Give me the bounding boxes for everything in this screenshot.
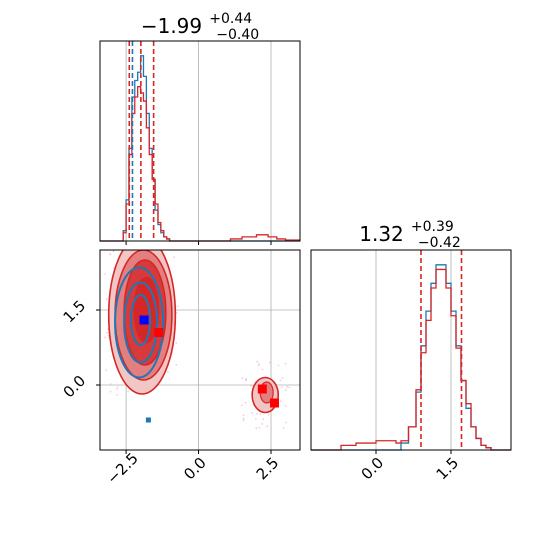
blue-contour-0 <box>114 266 165 379</box>
hist1-quantile-lines <box>128 41 155 241</box>
scatter-point <box>282 427 285 429</box>
hist-series-1 <box>100 86 300 242</box>
scatter-point <box>277 364 280 367</box>
contour-frame <box>99 249 301 451</box>
scatter-point <box>109 383 112 385</box>
scatter-point <box>285 421 287 424</box>
scatter-point <box>280 400 282 403</box>
scatter-point <box>127 390 129 393</box>
hist1-title-main: −1.99 <box>141 14 202 38</box>
hist2-background <box>311 250 511 450</box>
contour-blue-levels <box>114 266 165 379</box>
scatter-point <box>258 426 261 429</box>
hist1-ticks <box>125 241 272 245</box>
scatter-point <box>107 335 110 337</box>
hist1-frame <box>99 40 301 242</box>
scatter-point <box>241 377 244 379</box>
contour-points <box>139 315 279 423</box>
hist2-ticks: 0.0 1.5 <box>358 450 463 484</box>
scatter-point <box>109 246 111 248</box>
scatter-point <box>256 360 259 363</box>
scatter-point <box>176 305 179 308</box>
scatter-point <box>254 417 257 420</box>
scatter-point <box>284 362 287 365</box>
scatter-point <box>261 423 264 425</box>
y-tick-label: 0.0 <box>60 372 90 402</box>
blue-contour-2 <box>130 294 152 346</box>
scatter-point <box>259 413 262 416</box>
scatter-point <box>281 377 284 379</box>
hist2-frame <box>310 249 512 451</box>
panel-bottom-left: −2.5 0.0 2.5 0.0 1.5 <box>60 245 301 488</box>
scatter-point <box>242 414 245 417</box>
scatter-point <box>251 412 253 414</box>
panel-bottom-right: 0.0 1.5 1.32 +0.39 −0.42 <box>310 216 512 484</box>
marker-point-4 <box>145 417 151 423</box>
marker-point-0 <box>139 315 149 325</box>
scatter-point <box>286 385 289 388</box>
scatter-point <box>104 273 106 275</box>
scatter-point <box>240 404 243 407</box>
scatter-point <box>261 368 264 371</box>
hist2-title: 1.32 +0.39 −0.42 <box>359 216 461 251</box>
hist1-title-sub: −0.40 <box>216 27 259 43</box>
y-tick-label: 1.5 <box>60 297 90 327</box>
scatter-point <box>109 390 112 393</box>
blue-contour-1 <box>123 281 159 364</box>
scatter-point <box>244 401 247 404</box>
hist2-series <box>311 264 511 451</box>
scatter-point <box>262 418 265 420</box>
scatter-point <box>256 412 259 415</box>
x-tick-label: 1.5 <box>433 454 463 484</box>
panel-top-left: −1.99 +0.44 −0.40 <box>99 8 301 245</box>
hist1-title: −1.99 +0.44 −0.40 <box>141 8 259 43</box>
scatter-point <box>279 379 282 382</box>
scatter-point <box>250 385 253 387</box>
x-tick-label: 2.5 <box>253 454 283 484</box>
scatter-point <box>109 253 112 255</box>
scatter-point <box>266 425 269 428</box>
scatter-point <box>257 364 260 367</box>
marker-point-2 <box>257 384 267 394</box>
hist2-title-sup: +0.39 <box>411 219 454 235</box>
x-tick-label: −2.5 <box>103 449 141 487</box>
scatter-point <box>103 336 106 339</box>
hist2-title-sub: −0.42 <box>418 235 461 251</box>
scatter-point <box>166 370 169 373</box>
hist1-background <box>100 41 300 241</box>
scatter-point <box>173 256 176 259</box>
scatter-point <box>268 361 271 364</box>
scatter-point <box>115 393 118 396</box>
scatter-point <box>106 331 108 334</box>
scatter-point <box>105 369 108 372</box>
scatter-point <box>116 386 119 388</box>
scatter-point <box>175 311 178 314</box>
hist1-title-sup: +0.44 <box>209 11 252 27</box>
scatter-point <box>242 417 245 420</box>
x-tick-label: 0.0 <box>358 454 388 484</box>
scatter-point <box>245 379 247 382</box>
scatter-point <box>242 419 245 421</box>
hist-series-1 <box>311 268 511 451</box>
marker-point-1 <box>154 328 164 337</box>
scatter-point <box>255 427 258 429</box>
scatter-point <box>105 298 108 300</box>
scatter-point <box>175 363 178 366</box>
scatter-point <box>284 389 287 392</box>
scatter-point <box>258 362 260 365</box>
scatter-point <box>129 245 131 247</box>
hist2-title-main: 1.32 <box>359 222 404 246</box>
scatter-point <box>284 404 287 407</box>
hist2-quantile-lines <box>420 250 463 450</box>
scatter-point <box>280 386 283 388</box>
scatter-point <box>175 342 178 344</box>
scatter-point <box>288 386 291 389</box>
x-tick-label: 0.0 <box>180 454 210 484</box>
marker-point-3 <box>269 398 279 408</box>
scatter-point <box>112 250 115 253</box>
scatter-point <box>116 388 118 390</box>
scatter-point <box>163 248 165 250</box>
scatter-point <box>267 414 270 416</box>
